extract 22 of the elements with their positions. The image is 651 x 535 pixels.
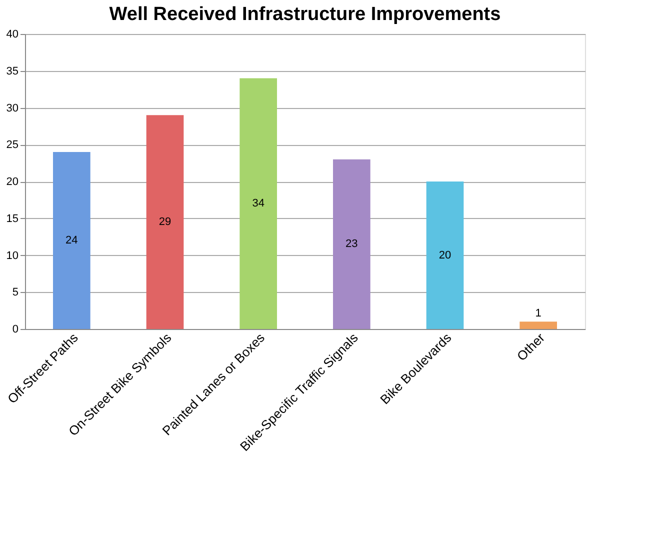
bar [426,182,464,329]
bar [520,322,557,329]
data-label: 23 [346,238,358,250]
bar [240,78,277,329]
data-label: 24 [66,234,78,246]
bar [146,115,184,329]
y-tick-label: 10 [6,250,18,262]
y-tick-label: 15 [6,212,18,225]
data-label: 20 [438,249,452,262]
y-tick-label: 35 [6,65,18,78]
bar [53,152,90,329]
chart-title: Well Received Infrastructure Improvements [109,4,501,25]
y-tick-label: 20 [6,176,18,188]
y-tick-label: 30 [6,102,18,114]
y-tick-label: 40 [6,28,18,40]
y-tick-label: 5 [12,286,18,299]
y-tick-label: 25 [6,139,18,152]
bar [333,159,370,329]
y-tick-label: 0 [12,324,18,336]
data-label: 1 [535,308,542,320]
data-label: 34 [252,198,264,210]
data-label: 29 [158,216,172,228]
